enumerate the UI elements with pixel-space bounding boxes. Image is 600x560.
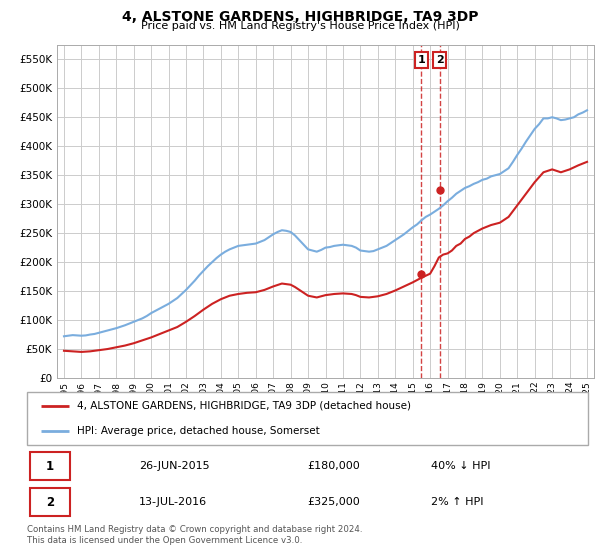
Text: 2: 2 bbox=[46, 496, 54, 508]
Text: £325,000: £325,000 bbox=[308, 497, 360, 507]
Text: 4, ALSTONE GARDENS, HIGHBRIDGE, TA9 3DP (detached house): 4, ALSTONE GARDENS, HIGHBRIDGE, TA9 3DP … bbox=[77, 401, 412, 411]
Text: HPI: Average price, detached house, Somerset: HPI: Average price, detached house, Some… bbox=[77, 426, 320, 436]
Text: 2: 2 bbox=[436, 55, 443, 65]
Text: 26-JUN-2015: 26-JUN-2015 bbox=[139, 461, 210, 471]
Bar bbox=[30, 452, 70, 480]
Text: £180,000: £180,000 bbox=[308, 461, 360, 471]
Text: 40% ↓ HPI: 40% ↓ HPI bbox=[431, 461, 490, 471]
Bar bbox=[30, 488, 70, 516]
Text: 4, ALSTONE GARDENS, HIGHBRIDGE, TA9 3DP: 4, ALSTONE GARDENS, HIGHBRIDGE, TA9 3DP bbox=[122, 10, 478, 24]
Text: 1: 1 bbox=[418, 55, 425, 65]
Text: Contains HM Land Registry data © Crown copyright and database right 2024.
This d: Contains HM Land Registry data © Crown c… bbox=[27, 525, 362, 545]
Text: 13-JUL-2016: 13-JUL-2016 bbox=[139, 497, 208, 507]
Text: 1: 1 bbox=[46, 460, 54, 473]
Text: Price paid vs. HM Land Registry's House Price Index (HPI): Price paid vs. HM Land Registry's House … bbox=[140, 21, 460, 31]
Text: 2% ↑ HPI: 2% ↑ HPI bbox=[431, 497, 484, 507]
